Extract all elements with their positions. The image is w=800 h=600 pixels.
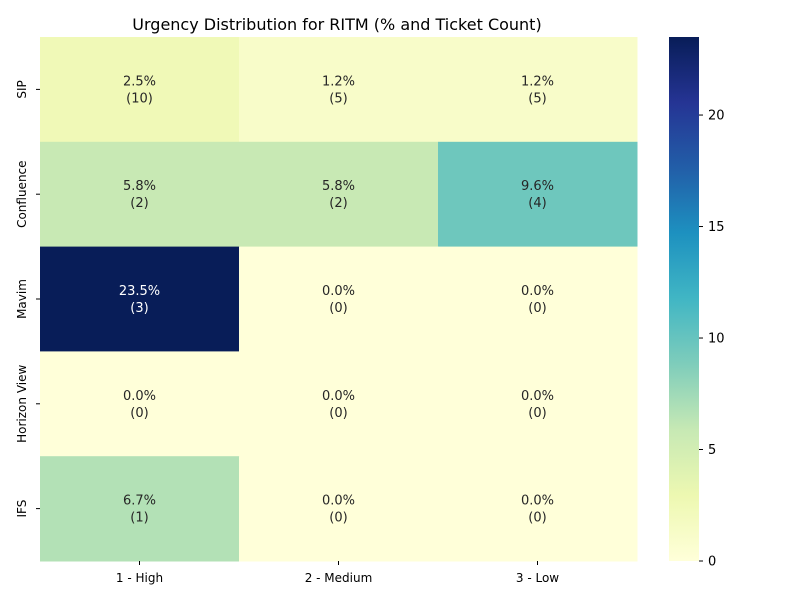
cell-percent-label: 0.0%: [322, 494, 355, 509]
cell-count-label: (3): [130, 301, 148, 316]
cell-percent-label: 0.0%: [521, 389, 554, 404]
cell-percent-label: 2.5%: [123, 74, 156, 89]
cell-count-label: (0): [528, 301, 546, 316]
chart-title: Urgency Distribution for RITM (% and Tic…: [132, 15, 541, 34]
colorbar-tick-label: 0: [708, 555, 716, 570]
colorbar-tick-label: 20: [708, 109, 725, 124]
cell-percent-label: 6.7%: [123, 494, 156, 509]
cell-count-label: (10): [126, 91, 153, 106]
colorbar-tick-label: 15: [708, 220, 725, 235]
colorbar: 0 5 10 15 20: [669, 37, 725, 570]
cell-count-label: (0): [329, 301, 347, 316]
cell-count-label: (0): [130, 406, 148, 421]
cell-count-label: (5): [329, 91, 347, 106]
cell-count-label: (0): [329, 406, 347, 421]
heatmap-cells: 2.5% (10) 1.2% (5) 1.2% (5) 5.8% (2) 5.8% (2) 9.6%…: [40, 37, 638, 562]
heatmap-cell: [239, 37, 439, 143]
cell-count-label: (1): [130, 511, 148, 526]
heatmap-cell: [239, 246, 439, 352]
cell-percent-label: 5.8%: [322, 179, 355, 194]
cell-count-label: (2): [130, 196, 148, 211]
cell-percent-label: 0.0%: [521, 494, 554, 509]
y-tick-label: IFS: [15, 500, 29, 518]
y-tick-label: Horizon View: [15, 365, 29, 443]
heatmap-cell: [40, 141, 240, 248]
heatmap-cell: [438, 246, 638, 352]
colorbar-tick-label: 10: [708, 332, 725, 347]
x-tick-label: 2 - Medium: [305, 571, 373, 585]
cell-count-label: (0): [329, 511, 347, 526]
cell-percent-label: 23.5%: [119, 284, 160, 299]
heatmap-cell: [438, 351, 638, 457]
y-tick-label: Confluence: [15, 160, 29, 227]
x-tick-label: 3 - Low: [516, 571, 559, 585]
cell-percent-label: 1.2%: [521, 74, 554, 89]
heatmap-cell: [40, 456, 240, 562]
y-axis: SIP Confluence Mavim Horizon View IFS: [15, 80, 40, 518]
colorbar-tick-label: 5: [708, 443, 716, 458]
heatmap-cell: [239, 141, 439, 248]
x-tick-label: 1 - High: [116, 571, 163, 585]
heatmap-cell: [40, 246, 240, 352]
colorbar-gradient: [669, 37, 699, 561]
cell-count-label: (2): [329, 196, 347, 211]
heatmap-cell: [239, 456, 439, 562]
heatmap-cell: [438, 456, 638, 562]
cell-percent-label: 0.0%: [322, 389, 355, 404]
x-axis: 1 - High 2 - Medium 3 - Low: [116, 561, 559, 585]
heatmap-cell: [40, 351, 240, 457]
cell-percent-label: 0.0%: [322, 284, 355, 299]
cell-percent-label: 0.0%: [123, 389, 156, 404]
cell-count-label: (4): [528, 196, 546, 211]
cell-percent-label: 1.2%: [322, 74, 355, 89]
cell-percent-label: 0.0%: [521, 284, 554, 299]
cell-count-label: (5): [528, 91, 546, 106]
y-tick-label: SIP: [15, 80, 29, 98]
heatmap-cell: [438, 141, 638, 248]
heatmap-cell: [438, 37, 638, 143]
y-tick-label: Mavim: [15, 279, 29, 319]
cell-count-label: (0): [528, 511, 546, 526]
heatmap-cell: [40, 37, 240, 143]
cell-count-label: (0): [528, 406, 546, 421]
cell-percent-label: 9.6%: [521, 179, 554, 194]
heatmap-cell: [239, 351, 439, 457]
cell-percent-label: 5.8%: [123, 179, 156, 194]
